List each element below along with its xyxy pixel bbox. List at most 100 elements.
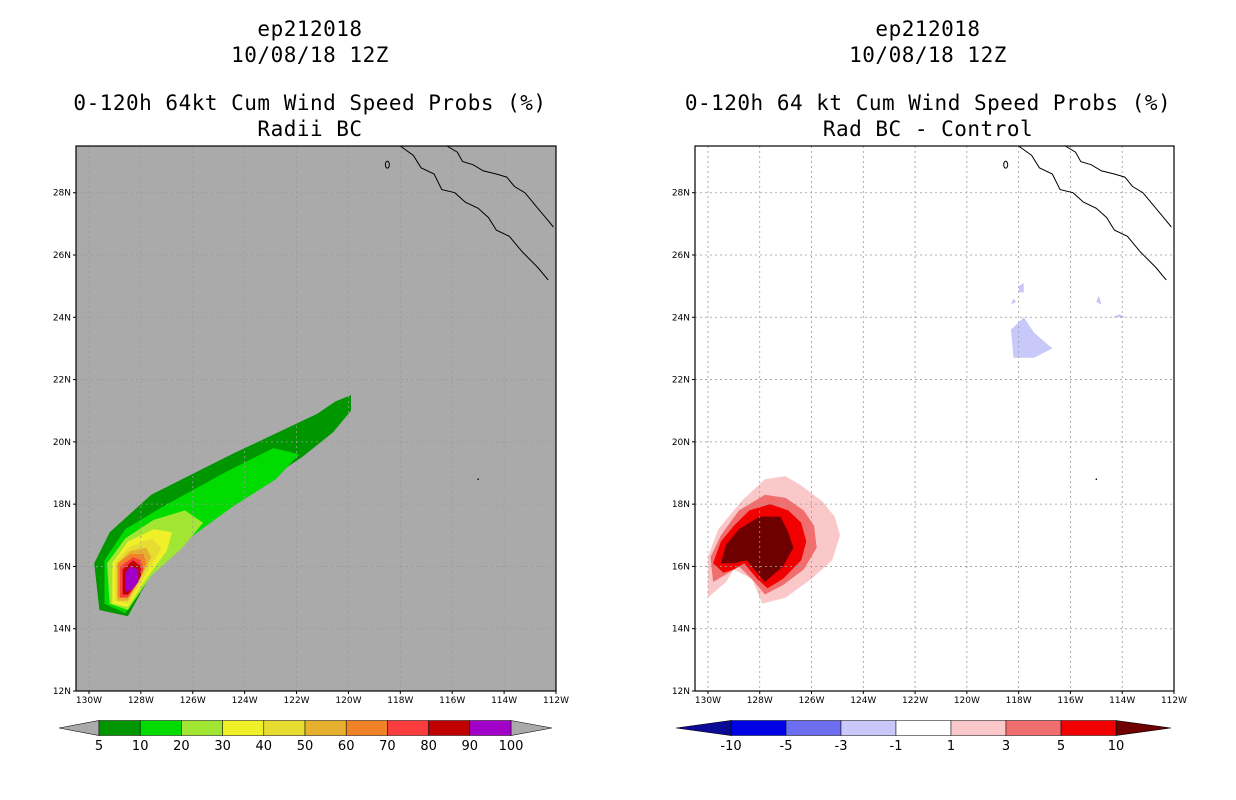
left-chart-title: 0-120h 64kt Cum Wind Speed Probs (%) [73, 91, 547, 115]
x-tick-label: 112W [1161, 696, 1187, 706]
contour-level-neg1 [1010, 317, 1053, 358]
y-tick-label: 24N [53, 313, 71, 323]
colorbar-label: 30 [214, 739, 231, 754]
y-tick-label: 16N [672, 562, 690, 572]
colorbar-swatch [181, 720, 223, 736]
x-tick-label: 112W [543, 696, 569, 706]
colorbar-under-triangle [675, 720, 732, 736]
colorbar-swatch [950, 720, 1007, 736]
contour-level-neg1 [1010, 298, 1017, 305]
island-guadalupe [1003, 160, 1009, 169]
y-tick-label: 24N [672, 313, 690, 323]
colorbar: -10 -5 -3 -1 1 3 5 10 [675, 720, 1172, 754]
y-tick-label: 18N [53, 500, 71, 510]
x-tick-label: 116W [439, 696, 465, 706]
x-tick-label: 114W [1109, 696, 1135, 706]
contour-level-10 [720, 516, 794, 582]
right-chart-subtitle: Rad BC - Control [822, 117, 1034, 141]
contour-level-90 [125, 566, 139, 592]
colorbar-swatch [304, 720, 347, 736]
colorbar-label: 10 [1108, 739, 1125, 754]
island-guadalupe [384, 160, 390, 169]
coastline [1018, 145, 1167, 281]
x-tick-label: 122W [284, 696, 310, 706]
colorbar-label: 60 [338, 739, 355, 754]
colorbar-under-triangle [58, 720, 100, 736]
x-tick-label: 122W [902, 696, 928, 706]
contour-level-neg1 [1111, 314, 1125, 318]
x-tick-label: 126W [798, 696, 824, 706]
map-frame [694, 145, 1175, 692]
right-datetime: 10/08/18 12Z [849, 43, 1007, 67]
x-tick-label: 124W [232, 696, 258, 706]
colorbar-label: -5 [780, 739, 793, 754]
colorbar-swatch [139, 720, 182, 736]
colorbar-swatch [785, 720, 842, 736]
right-chart-title: 0-120h 64 kt Cum Wind Speed Probs (%) [684, 91, 1172, 115]
y-tick-label: 26N [672, 251, 690, 261]
colorbar: 5 10 20 30 40 50 60 70 80 90 100 [58, 720, 553, 754]
colorbar-label: 80 [420, 739, 437, 754]
colorbar-swatch [263, 720, 306, 736]
x-tick-label: 128W [128, 696, 154, 706]
y-tick-label: 14N [672, 625, 690, 635]
colorbar-swatch [222, 720, 265, 736]
map-panel-rad-bc-control: 130W 128W 126W 124W 122W 120W 118W 116W 114W 112W… [672, 145, 1187, 706]
coastline-gulf [446, 145, 554, 228]
colorbar-swatch [730, 720, 787, 736]
x-tick-label: 120W [954, 696, 980, 706]
colorbar-label: 3 [1002, 739, 1010, 754]
y-tick-label: 28N [53, 189, 71, 199]
y-tick-label: 20N [53, 438, 71, 448]
colorbar-label: 50 [297, 739, 314, 754]
y-tick-label: 12N [53, 687, 71, 697]
x-tick-label: 120W [335, 696, 361, 706]
colorbar-swatch [1005, 720, 1062, 736]
colorbar-label: -1 [890, 739, 903, 754]
y-tick-label: 28N [672, 189, 690, 199]
island-socorro [1095, 478, 1098, 481]
x-tick-label: 126W [180, 696, 206, 706]
x-tick-label: 118W [387, 696, 413, 706]
colorbar-swatch [387, 720, 429, 736]
y-tick-label: 16N [53, 562, 71, 572]
colorbar-over-triangle [1115, 720, 1172, 736]
x-tick-label: 124W [850, 696, 876, 706]
coastline [400, 145, 549, 281]
colorbar-label: 10 [132, 739, 149, 754]
colorbar-label: 5 [1057, 739, 1065, 754]
x-tick-label: 116W [1057, 696, 1083, 706]
coastline-gulf [1065, 145, 1172, 228]
left-chart-subtitle: Radii BC [257, 117, 363, 141]
colorbar-label: 100 [499, 739, 524, 754]
colorbar-label: 5 [95, 739, 103, 754]
x-tick-label: 130W [695, 696, 721, 706]
right-storm-id: ep212018 [875, 17, 981, 41]
x-tick-label: 130W [76, 696, 102, 706]
colorbar-swatch [469, 720, 512, 736]
x-tick-label: 128W [747, 696, 773, 706]
contour-level-neg1 [1018, 283, 1024, 293]
y-tick-label: 22N [672, 376, 690, 386]
y-tick-label: 26N [53, 251, 71, 261]
y-tick-label: 18N [672, 500, 690, 510]
colorbar-label: 90 [462, 739, 479, 754]
colorbar-label: 40 [256, 739, 273, 754]
x-tick-label: 114W [491, 696, 517, 706]
colorbar-label: 1 [947, 739, 955, 754]
colorbar-label: -10 [720, 739, 741, 754]
colorbar-swatch [1060, 720, 1117, 736]
colorbar-swatch [895, 720, 952, 736]
colorbar-swatch [98, 720, 141, 736]
colorbar-swatch [840, 720, 897, 736]
x-tick-label: 118W [1006, 696, 1032, 706]
y-tick-label: 20N [672, 438, 690, 448]
colorbar-label: 70 [379, 739, 396, 754]
map-panel-radii-bc: 130W 128W 126W 124W 122W 120W 118W 116W 114W 112W… [53, 145, 569, 706]
y-tick-label: 14N [53, 625, 71, 635]
left-datetime: 10/08/18 12Z [231, 43, 389, 67]
island-socorro [477, 478, 479, 481]
contour-level-neg1 [1096, 295, 1102, 305]
left-storm-id: ep212018 [257, 17, 363, 41]
